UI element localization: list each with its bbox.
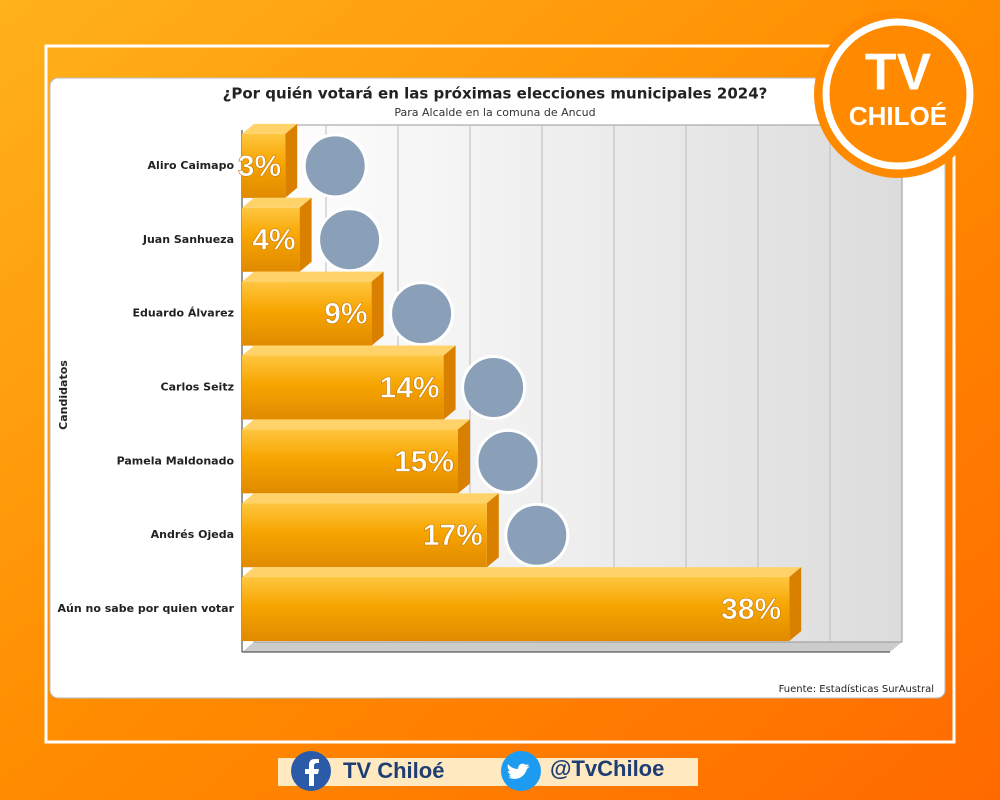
plot: Aliro Caimapo 3% Juan Sanhueza 4% Eduardo Ál…: [58, 123, 903, 653]
logo-top: TV: [865, 44, 932, 102]
frame: [44, 44, 956, 744]
bar-top: [242, 271, 384, 282]
bar: [242, 355, 444, 420]
bar-side: [789, 567, 802, 642]
y-tick-label: Aún no sabe por quien votar: [58, 602, 235, 615]
candidate-photo: [475, 428, 541, 494]
bar-top: [242, 197, 312, 208]
bar: [242, 429, 458, 494]
candidate-photo: [302, 133, 368, 199]
y-axis-label: Candidatos: [57, 360, 70, 430]
chart-subtitle: Para Alcalde en la comuna de Ancud: [394, 106, 595, 119]
bar-side: [299, 197, 312, 272]
value-label: 4%: [252, 224, 295, 257]
source: Fuente: Estadísticas SurAustral: [779, 683, 934, 695]
bar: [242, 207, 300, 272]
bar-top: [242, 493, 499, 504]
bar-side: [486, 493, 499, 568]
y-tick-label: Eduardo Álvarez: [133, 307, 235, 320]
bar: [242, 577, 790, 642]
y-tick-label: Carlos Seitz: [161, 381, 234, 394]
y-tick-label: Andrés Ojeda: [151, 528, 234, 541]
bar-top: [242, 345, 456, 356]
bar: [242, 503, 487, 568]
bar-top: [242, 567, 802, 578]
candidate-photo: [389, 281, 455, 347]
twitter-handle[interactable]: @TvChiloe: [550, 756, 664, 781]
logo-outer: [814, 10, 982, 178]
value-label: 15%: [394, 445, 454, 478]
y-tick-label: Juan Sanhueza: [142, 233, 234, 246]
bar-side: [371, 271, 384, 346]
twitter-glyph: [507, 763, 530, 779]
candidate-photo: [317, 207, 383, 273]
logo-bottom: CHILOÉ: [849, 101, 947, 131]
value-label: 3%: [238, 150, 281, 183]
bar-side: [285, 123, 298, 198]
bar: [242, 281, 372, 346]
candidate-photo: [461, 355, 527, 420]
bar-side: [443, 345, 456, 420]
value-label: 9%: [324, 298, 367, 331]
value-label: 38%: [721, 593, 781, 626]
value-label: 17%: [423, 519, 483, 552]
y-tick-label: Pamela Maldonado: [117, 454, 235, 467]
facebook-glyph: [305, 759, 319, 786]
bar-top: [242, 419, 470, 430]
logo-ring: [822, 18, 974, 170]
bar-top: [242, 123, 298, 134]
bar-side: [458, 419, 470, 494]
facebook-handle[interactable]: TV Chiloé: [343, 758, 444, 783]
footer-strip: [278, 758, 698, 786]
y-tick-label: Aliro Caimapo: [148, 159, 235, 172]
bar: [242, 133, 286, 198]
value-label: 14%: [380, 371, 440, 404]
plot-floor: [242, 642, 902, 652]
candidate-photo: [504, 502, 570, 568]
chart-title: ¿Por quién votará en las próximas elecci…: [223, 85, 768, 103]
